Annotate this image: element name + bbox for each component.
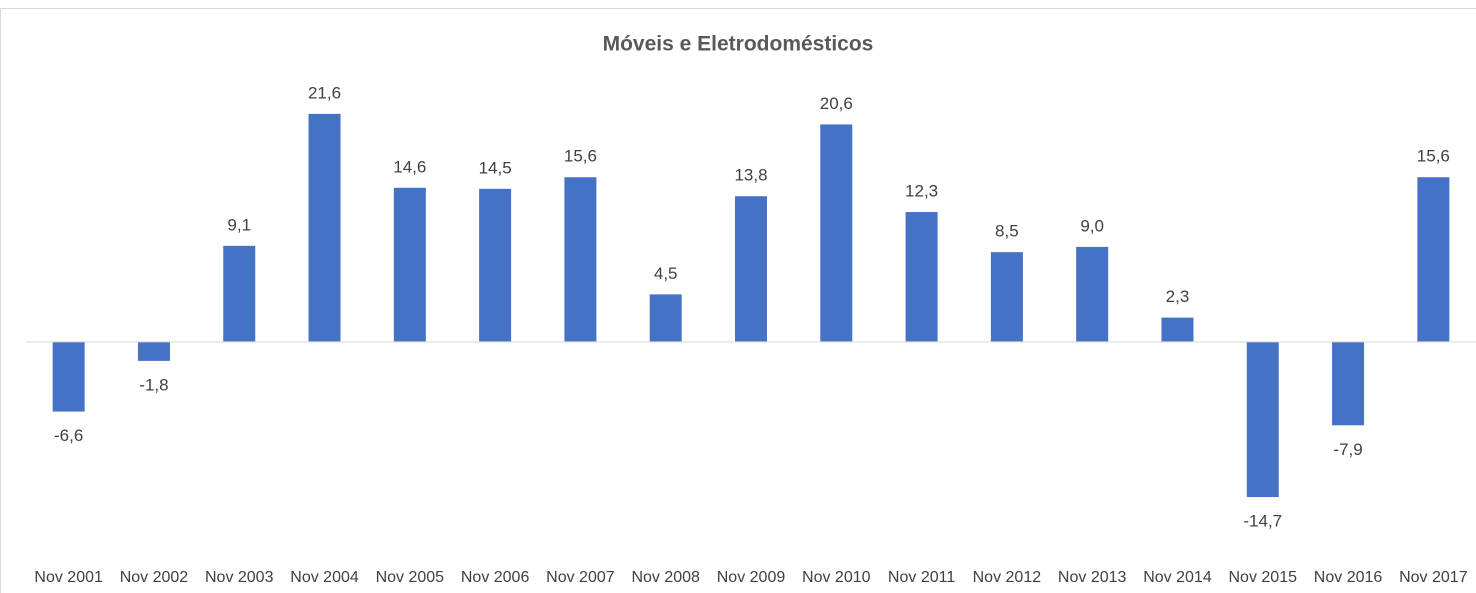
- bar: [52, 341, 85, 412]
- bar: [223, 245, 256, 342]
- data-label: 12,3: [905, 182, 938, 201]
- x-tick-label: Nov 2001: [34, 569, 103, 586]
- bar: [479, 188, 512, 342]
- x-tick-label: Nov 2003: [205, 569, 274, 586]
- data-label: -14,7: [1243, 512, 1282, 531]
- chart-title: Móveis e Eletrodomésticos: [603, 33, 874, 56]
- bar: [820, 124, 853, 342]
- bar: [990, 252, 1023, 342]
- x-tick-label: Nov 2016: [1314, 569, 1383, 586]
- data-label: 9,1: [227, 215, 251, 234]
- data-label: -7,9: [1333, 440, 1362, 459]
- x-tick-label: Nov 2015: [1229, 569, 1298, 586]
- x-tick-label: Nov 2010: [802, 569, 871, 586]
- bar: [308, 113, 341, 342]
- bar: [1161, 317, 1194, 342]
- x-tick-label: Nov 2008: [631, 569, 700, 586]
- x-tick-label: Nov 2017: [1399, 569, 1468, 586]
- data-label: -1,8: [139, 375, 168, 394]
- data-label: 21,6: [308, 83, 341, 102]
- x-tick-label: Nov 2004: [290, 569, 359, 586]
- x-tick-label: Nov 2002: [120, 569, 189, 586]
- x-tick-label: Nov 2013: [1058, 569, 1127, 586]
- data-label: -6,6: [54, 426, 83, 445]
- bar: [735, 196, 767, 342]
- bar: [1417, 177, 1450, 342]
- data-label: 15,6: [564, 147, 597, 166]
- x-tick-label: Nov 2009: [717, 569, 786, 586]
- x-tick-label: Nov 2007: [546, 569, 615, 586]
- bar: [649, 294, 682, 342]
- bar: [1246, 341, 1279, 498]
- data-label: 14,5: [479, 158, 512, 177]
- bar: [1076, 246, 1109, 342]
- x-tick-label: Nov 2005: [376, 569, 445, 586]
- bar: [137, 341, 170, 361]
- data-label: 9,0: [1080, 216, 1104, 235]
- data-label: 14,6: [393, 157, 426, 176]
- x-tick-label: Nov 2012: [973, 569, 1042, 586]
- x-tick-label: Nov 2014: [1143, 569, 1212, 586]
- data-label: 4,5: [654, 264, 678, 283]
- data-label: 20,6: [820, 94, 853, 113]
- data-label: 8,5: [995, 222, 1019, 241]
- data-label: 2,3: [1166, 287, 1190, 306]
- x-tick-label: Nov 2011: [888, 569, 955, 586]
- bar: [393, 187, 426, 342]
- bar: [905, 212, 938, 342]
- data-label: 15,6: [1417, 147, 1450, 166]
- bar: [1332, 341, 1365, 426]
- data-label: 13,8: [734, 166, 767, 185]
- x-tick-label: Nov 2006: [461, 569, 530, 586]
- bar: [564, 177, 597, 342]
